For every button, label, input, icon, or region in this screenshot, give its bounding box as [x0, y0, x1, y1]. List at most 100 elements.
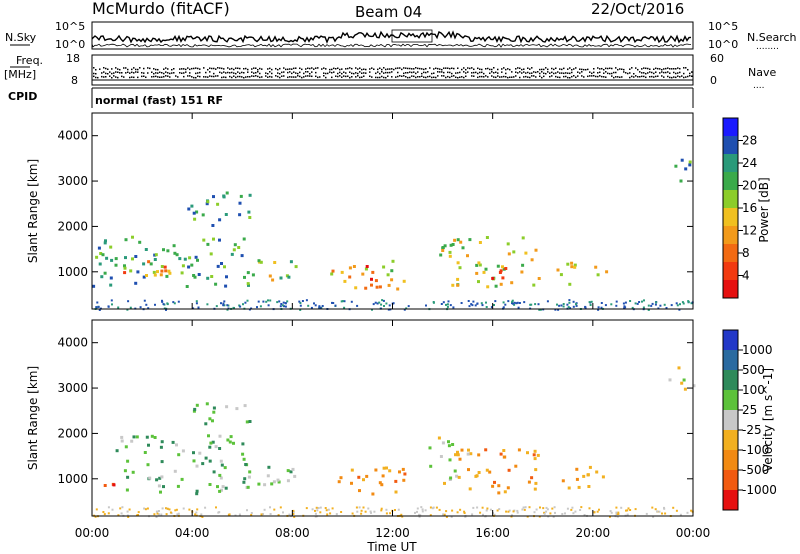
freq-dot: [215, 68, 217, 70]
freq-dot: [391, 68, 393, 70]
vel-cell: [534, 481, 538, 485]
vel-speckle: [579, 509, 582, 511]
power-color-segment: [723, 190, 738, 209]
power-speckle: [341, 300, 344, 303]
freq-dot: [523, 76, 525, 78]
freq-dot: [619, 76, 621, 79]
vel-cell: [577, 485, 581, 489]
power-speckle: [298, 300, 301, 303]
power-cell: [386, 273, 390, 277]
power-ytick-label: 2000: [57, 219, 88, 233]
vel-cell: [517, 448, 521, 452]
power-speckle: [624, 301, 627, 304]
freq-dot: [527, 76, 529, 78]
vel-cell: [378, 481, 382, 485]
vel-cell: [132, 435, 136, 439]
freq-dot: [479, 68, 481, 70]
power-speckle: [286, 300, 289, 303]
freq-dot: [103, 76, 105, 78]
power-cell: [153, 253, 157, 257]
power-cell: [123, 271, 127, 275]
freq-dot: [247, 75, 249, 78]
power-cell: [183, 257, 187, 261]
power-speckle: [343, 306, 346, 309]
freq-dot: [467, 67, 469, 69]
freq-dot: [297, 72, 299, 75]
power-speckle: [516, 301, 519, 304]
power-speckle: [305, 299, 308, 302]
vel-cell: [401, 467, 405, 471]
freq-dot: [301, 76, 303, 79]
freq-dot: [403, 75, 405, 77]
power-cell: [123, 266, 127, 270]
freq-dot: [451, 67, 453, 69]
vel-speckle: [615, 506, 618, 509]
power-cell: [273, 261, 277, 264]
vel-cell: [454, 453, 457, 457]
freq-dot: [289, 76, 291, 78]
freq-dot: [103, 67, 105, 69]
freq-dot: [443, 75, 445, 77]
freq-dot: [395, 76, 397, 78]
vel-speckle: [168, 508, 171, 511]
power-speckle: [331, 301, 333, 304]
vel-cell: [204, 456, 208, 460]
freq-dot: [113, 75, 115, 77]
vel-cell: [198, 451, 202, 455]
power-speckle: [584, 306, 587, 309]
freq-dot: [483, 72, 485, 75]
power-speckle: [651, 302, 654, 305]
vel-cell: [208, 445, 212, 449]
freq-dot: [235, 76, 237, 79]
power-cell: [459, 240, 463, 244]
freq-dot: [567, 76, 569, 79]
power-cell: [594, 265, 598, 269]
vel-speckle: [580, 506, 583, 509]
vel-speckle: [626, 513, 629, 516]
power-speckle: [588, 301, 591, 304]
nave-dots: ....: [753, 81, 764, 91]
freq-dot: [559, 76, 561, 79]
power-speckle: [517, 306, 520, 309]
freq-dot: [193, 76, 195, 79]
power-speckle: [634, 302, 637, 305]
freq-dot: [407, 67, 409, 70]
vel-cell: [488, 470, 492, 474]
power-cell: [364, 267, 368, 271]
freq-dot: [495, 76, 497, 79]
vel-speckle: [445, 515, 448, 518]
freq-dot: [437, 67, 439, 70]
freq-dot: [311, 75, 313, 78]
nsearch-tick-bottom: 10^0: [708, 38, 738, 51]
freq-dot: [661, 71, 663, 73]
freq-panel: Freq. [MHz] 18 8 60 0 Nave ....: [4, 52, 776, 91]
freq-dot: [661, 68, 663, 71]
freq-dot: [145, 76, 147, 79]
power-speckle: [319, 306, 322, 309]
cpid-text: normal (fast) 151 RF: [95, 94, 223, 107]
freq-dot: [217, 75, 219, 77]
vel-cell: [428, 446, 432, 450]
power-speckle: [554, 308, 557, 311]
vel-speckle: [583, 514, 586, 516]
freq-dot: [241, 76, 243, 78]
nsky-label: N.Sky: [5, 31, 37, 44]
freq-dot: [585, 68, 587, 71]
freq-dot: [669, 68, 671, 70]
power-cell: [194, 255, 198, 259]
vel-speckle: [543, 512, 546, 515]
freq-dot: [155, 68, 157, 71]
freq-dot: [465, 75, 467, 78]
power-speckle: [162, 303, 165, 306]
freq-dot: [579, 68, 581, 70]
freq-dot: [117, 76, 119, 79]
x-tick-label: 08:00: [275, 526, 310, 540]
vel-cell: [131, 470, 135, 474]
freq-dot: [523, 68, 525, 70]
freq-dot: [203, 67, 205, 69]
vel-speckle: [160, 513, 163, 516]
power-cell: [104, 239, 107, 243]
power-color-segment: [723, 208, 738, 227]
vel-speckle: [327, 508, 330, 511]
